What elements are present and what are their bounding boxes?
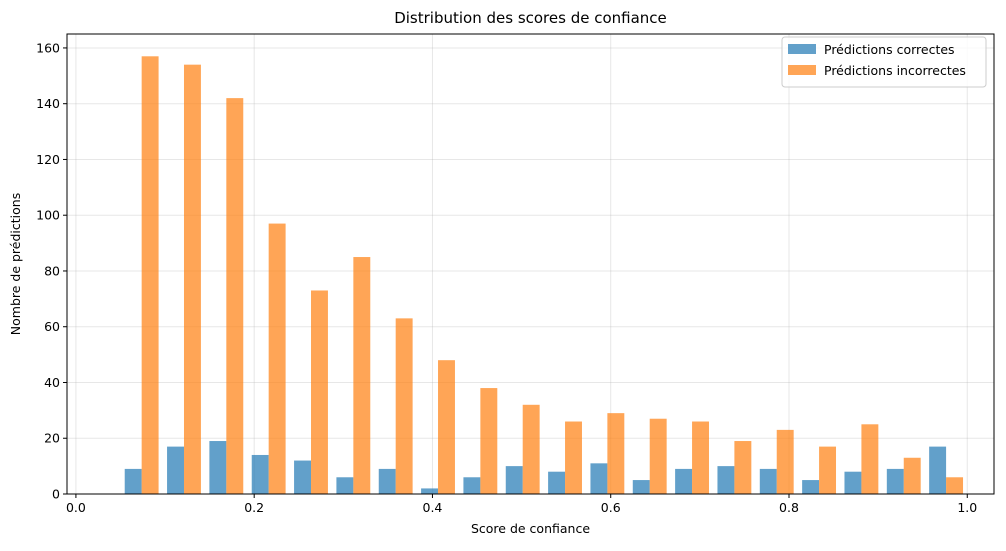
legend-swatch-incorrect [788,65,816,75]
bar-correct [209,441,227,494]
bar-incorrect [395,318,413,494]
y-tick-label: 60 [44,319,60,334]
bar-incorrect [819,446,837,494]
bar-correct [717,466,735,494]
plot-frame [66,33,995,495]
bar-incorrect [903,457,921,494]
y-tick-label: 160 [36,40,60,55]
bar-incorrect [480,388,498,494]
bar-incorrect [141,56,159,494]
chart-title: Distribution des scores de confiance [394,9,667,27]
ticks-layer: 0.0 0.2 0.4 0.6 0.8 1.0 0 20 40 60 80 100 120 140 160 [36,40,977,515]
grid-layer [67,34,994,495]
bar-incorrect [692,421,709,494]
bar-correct [802,480,820,494]
bar-incorrect [311,290,328,494]
bar-incorrect [438,360,455,494]
bar-correct [844,471,862,494]
bar-incorrect [861,424,879,494]
y-tick-label: 20 [44,431,60,446]
bar-correct [251,454,269,494]
bar-correct [463,477,481,494]
y-tick-label: 0 [52,487,60,502]
bar-incorrect [649,418,667,494]
x-axis-label: Score de confiance [471,521,590,536]
legend-label-incorrect: Prédictions incorrectes [824,63,966,78]
bar-incorrect [946,477,964,494]
bar-incorrect [353,257,371,494]
bar-correct [124,468,142,494]
y-tick-label: 120 [36,152,60,167]
bar-incorrect [565,421,582,494]
x-tick-label: 1.0 [957,500,977,515]
bar-incorrect [226,98,244,494]
bar-correct [675,468,693,494]
bar-correct [505,466,523,494]
bar-correct [759,468,777,494]
bar-incorrect [734,441,752,494]
legend-box [781,36,987,88]
bar-incorrect [183,64,201,495]
bar-correct [886,468,904,494]
x-tick-label: 0.6 [601,500,621,515]
bars-layer [124,56,964,495]
bar-incorrect [522,404,540,494]
bar-incorrect [607,413,625,494]
bar-correct [548,471,566,494]
x-tick-label: 0.2 [244,500,264,515]
bar-correct [632,480,650,494]
bar-correct [294,460,312,494]
x-tick-label: 0.0 [66,500,86,515]
bar-correct [378,468,396,494]
y-axis-label: Nombre de prédictions [8,193,23,335]
x-tick-label: 0.8 [779,500,799,515]
bar-correct [336,477,354,494]
legend: Prédictions correctes Prédictions incorr… [781,36,987,88]
bar-correct [590,463,608,494]
bar-incorrect [268,223,286,495]
y-tick-label: 80 [44,263,60,278]
bar-incorrect [776,429,794,494]
y-tick-label: 100 [36,208,60,223]
y-tick-label: 40 [44,375,60,390]
bar-correct [167,446,184,494]
bar-correct [421,488,439,494]
legend-swatch-correct [788,44,816,54]
y-tick-label: 140 [36,96,60,111]
legend-label-correct: Prédictions correctes [824,42,955,57]
bar-correct [929,446,947,494]
x-tick-label: 0.4 [423,500,443,515]
